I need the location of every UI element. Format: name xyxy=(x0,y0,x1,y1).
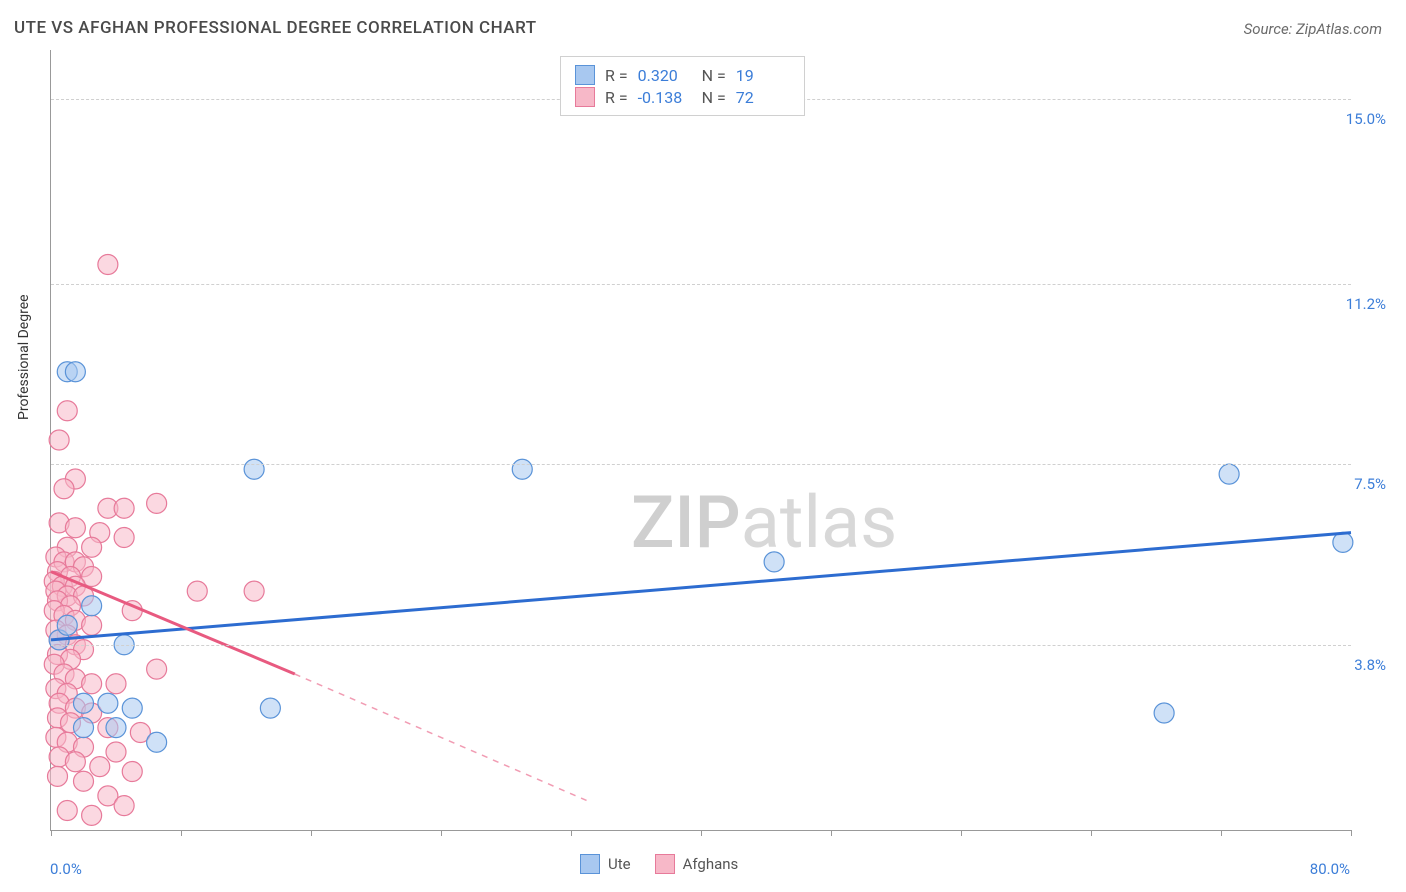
x-tick xyxy=(831,830,832,836)
scatter-point xyxy=(57,401,77,421)
x-tick xyxy=(441,830,442,836)
legend-item-ute: Ute xyxy=(580,854,631,874)
stats-row-ute: R = 0.320 N = 19 xyxy=(575,65,790,85)
scatter-point xyxy=(122,698,142,718)
x-tick xyxy=(1091,830,1092,836)
scatter-point xyxy=(764,552,784,572)
scatter-point xyxy=(54,479,74,499)
scatter-point xyxy=(114,498,134,518)
scatter-point xyxy=(65,362,85,382)
scatter-point xyxy=(74,718,94,738)
scatter-point xyxy=(147,732,167,752)
scatter-point xyxy=(82,615,102,635)
scatter-point xyxy=(57,615,77,635)
scatter-point xyxy=(187,581,207,601)
y-tick-label: 11.2% xyxy=(1346,295,1386,313)
source-label: Source: ZipAtlas.com xyxy=(1244,20,1382,38)
chart-title: UTE VS AFGHAN PROFESSIONAL DEGREE CORREL… xyxy=(14,18,537,38)
y-tick-label: 15.0% xyxy=(1346,110,1386,128)
x-min-label: 0.0% xyxy=(50,860,82,878)
x-tick xyxy=(701,830,702,836)
scatter-point xyxy=(65,752,85,772)
bottom-legend: Ute Afghans xyxy=(580,854,738,874)
scatter-point xyxy=(82,537,102,557)
scatter-point xyxy=(74,693,94,713)
x-tick xyxy=(51,830,52,836)
scatter-point xyxy=(512,459,532,479)
scatter-point xyxy=(98,255,118,275)
scatter-point xyxy=(48,766,68,786)
scatter-point xyxy=(147,493,167,513)
swatch-pink xyxy=(575,87,595,107)
x-max-label: 80.0% xyxy=(1310,860,1350,878)
y-tick-label: 3.8% xyxy=(1354,656,1386,674)
scatter-point xyxy=(106,674,126,694)
stats-row-afghan: R = -0.138 N = 72 xyxy=(575,87,790,107)
scatter-point xyxy=(260,698,280,718)
x-tick xyxy=(181,830,182,836)
scatter-point xyxy=(244,581,264,601)
y-axis-label: Professional Degree xyxy=(16,294,32,420)
scatter-point xyxy=(57,801,77,821)
x-tick xyxy=(311,830,312,836)
scatter-point xyxy=(147,659,167,679)
scatter-point xyxy=(65,518,85,538)
gridline xyxy=(51,464,1351,465)
scatter-point xyxy=(74,771,94,791)
gridline xyxy=(51,645,1351,646)
scatter-point xyxy=(82,596,102,616)
scatter-point xyxy=(98,693,118,713)
scatter-point xyxy=(82,674,102,694)
x-tick xyxy=(1221,830,1222,836)
scatter-chart xyxy=(51,50,1351,830)
gridline xyxy=(51,284,1351,285)
legend-item-afghan: Afghans xyxy=(655,854,739,874)
swatch-blue-bottom xyxy=(580,854,600,874)
scatter-point xyxy=(1219,464,1239,484)
chart-container: UTE VS AFGHAN PROFESSIONAL DEGREE CORREL… xyxy=(0,0,1406,892)
y-tick-label: 7.5% xyxy=(1354,475,1386,493)
scatter-point xyxy=(114,796,134,816)
scatter-point xyxy=(82,805,102,825)
scatter-point xyxy=(106,718,126,738)
stats-legend: R = 0.320 N = 19 R = -0.138 N = 72 xyxy=(560,56,805,116)
scatter-point xyxy=(114,528,134,548)
plot-area: ZIPatlas xyxy=(50,50,1351,831)
x-tick xyxy=(571,830,572,836)
swatch-pink-bottom xyxy=(655,854,675,874)
scatter-point xyxy=(106,742,126,762)
scatter-point xyxy=(122,762,142,782)
scatter-point xyxy=(49,430,69,450)
trend-line-afghan-extrapolated xyxy=(295,674,588,801)
x-tick xyxy=(1351,830,1352,836)
x-tick xyxy=(961,830,962,836)
scatter-point xyxy=(90,757,110,777)
scatter-point xyxy=(244,459,264,479)
swatch-blue xyxy=(575,65,595,85)
scatter-point xyxy=(1154,703,1174,723)
